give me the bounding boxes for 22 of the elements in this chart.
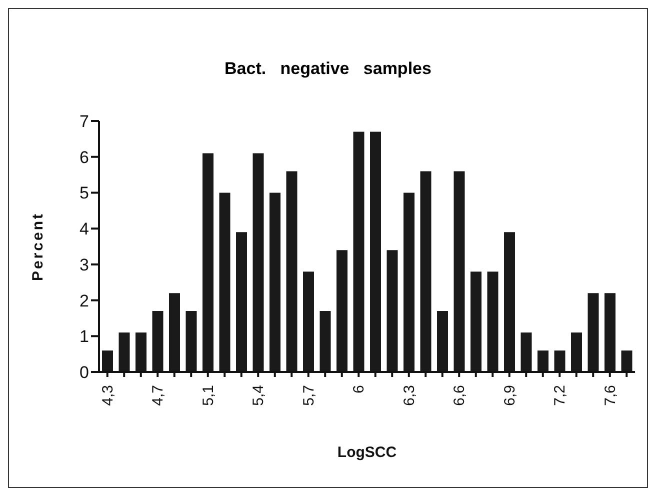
x-tick-label: 6,6 [451,385,468,406]
x-tick-label: 7,2 [552,385,569,406]
y-tick-label: 1 [80,327,89,346]
chart-title: Bact. negative samples [224,59,432,79]
x-tick-label: 7,6 [602,385,619,406]
x-tick-label: 5,4 [250,385,268,406]
x-tick-label: 5,1 [200,385,217,406]
y-tick-label: 3 [80,255,89,274]
y-tick-label: 7 [80,112,89,132]
y-tick-label: 6 [80,148,89,167]
x-axis-title: LogSCC [337,444,397,461]
y-tick-label: 2 [80,291,89,310]
y-axis-title: Percent [29,212,46,282]
x-tick-label: 5,7 [300,385,318,406]
x-tick-label: 6,9 [501,385,518,406]
x-tick-label: 4,3 [99,385,116,406]
y-tick-label: 4 [80,220,89,239]
x-tick-label: 6 [350,385,368,394]
y-tick-label: 5 [80,184,89,203]
x-tick-label: 6,3 [400,385,418,406]
y-tick-label: 0 [80,363,89,382]
x-tick-label: 4,7 [150,385,167,406]
